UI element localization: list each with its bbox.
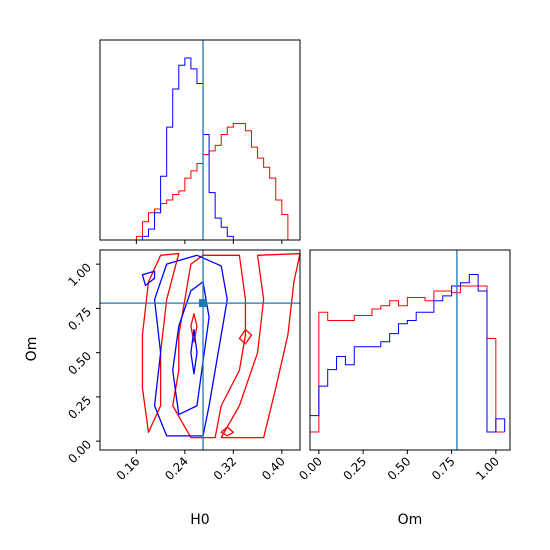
x-axis-label-h0: H0 [190, 512, 209, 528]
om-xtick-label-2: 0.50 [385, 454, 414, 483]
om-histogram-series-2 [310, 274, 506, 433]
truth-marker [199, 299, 208, 308]
om-xtick-label-1: 0.25 [340, 454, 369, 483]
contour-1 [172, 254, 247, 439]
contour-5 [238, 328, 253, 345]
contour-3 [220, 252, 300, 439]
om-ytick-label-2: 0.50 [65, 349, 94, 378]
h0-om-contour-panel: 0.16 0.24 0.32 0.40 0.00 0.25 0.50 0.75 1.00 [65, 249, 301, 483]
h0-histogram-panel [99, 39, 301, 244]
om-histogram-series-1 [310, 285, 505, 433]
contour-7 [153, 254, 228, 437]
om-ytick-label-3: 0.75 [65, 305, 94, 334]
contour-4 [220, 426, 234, 437]
om-histogram-panel: 0.00 0.25 0.50 0.75 1.00 [296, 249, 511, 483]
contour-2 [141, 252, 180, 433]
h0-xtick-label-0: 0.16 [114, 454, 143, 483]
contour-panel-frame [99, 249, 301, 451]
contour-6 [190, 313, 198, 343]
h0-histogram-series-1 [135, 123, 294, 240]
om-ytick-label-1: 0.25 [65, 393, 94, 422]
h0-xtick-label-3: 0.40 [259, 454, 288, 483]
om-xtick-label-3: 0.75 [429, 454, 458, 483]
h0-xtick-label-1: 0.24 [162, 454, 191, 483]
om-ytick-label-4: 1.00 [65, 260, 94, 289]
contour-9 [190, 328, 198, 375]
om-xtick-label-0: 0.00 [296, 454, 325, 483]
h0-histogram-frame [99, 39, 301, 241]
axis-labels: H0 Om Om [24, 337, 422, 528]
om-xtick-label-4: 1.00 [473, 454, 502, 483]
h0-xtick-label-2: 0.32 [211, 454, 240, 483]
y-axis-label-om: Om [24, 337, 40, 362]
om-ytick-label-0: 0.00 [65, 437, 94, 466]
contour-10 [141, 270, 156, 287]
x-axis-label-om: Om [398, 512, 423, 528]
om-histogram-frame [309, 249, 511, 451]
